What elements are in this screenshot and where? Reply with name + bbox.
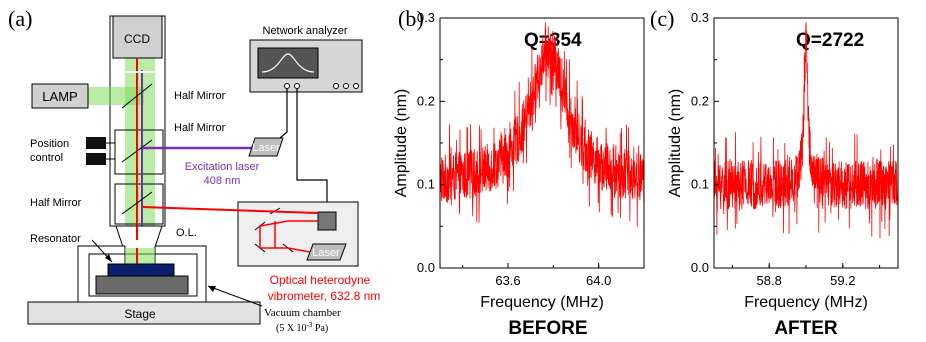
excitation-label-2: 408 nm [204, 175, 241, 187]
setup-diagram: (a) CCD LAMP Position control [8, 6, 380, 334]
excitation-label-1: Excitation laser [185, 161, 260, 173]
vacuum-pointer [207, 285, 263, 307]
y-tick-label-after: 0.3 [691, 10, 709, 25]
x-tick-label-before: 63.6 [495, 273, 520, 288]
ccd-camera [112, 15, 163, 59]
heterodyne-label-1: Optical heterodyne [270, 273, 371, 287]
mirror-housing-lower [114, 183, 164, 225]
y-tick-label-after: 0.0 [691, 260, 709, 275]
position-control-knob-1 [86, 137, 106, 149]
y-tick-label-before: 0.1 [417, 177, 435, 192]
probe-laser-source [306, 243, 347, 261]
sample-mount [95, 275, 189, 295]
analyzer-port-2 [294, 83, 300, 89]
laser-top-label: Laser [252, 142, 280, 154]
x-tick-label-before: 64.0 [586, 273, 611, 288]
analyzer-port-4 [343, 83, 349, 89]
chart-after: (c) Q=2722 AFTER 0.0 0.1 0.2 0.3 58.8 59.2 Fre… [650, 6, 899, 339]
excitation-laser-source [248, 137, 284, 157]
half-mirror-3 [121, 191, 153, 215]
cable-analyzer-laser [279, 89, 288, 139]
network-analyzer-screen [257, 47, 319, 79]
laser-bottom-label: Laser [312, 247, 340, 259]
stage-label: Stage [124, 307, 156, 321]
position-control-label-2: control [30, 152, 63, 164]
series-line-before [439, 22, 645, 227]
plot-frame-after [713, 17, 899, 269]
y-tick-label-before: 0.3 [417, 10, 435, 25]
resonance-trace-icon [261, 53, 315, 73]
y-tick-label-before: 0.2 [417, 93, 435, 108]
lamp [31, 83, 89, 109]
network-analyzer-label: Network analyzer [263, 25, 348, 37]
series-line-after [713, 22, 899, 239]
panel-c-label: (c) [650, 6, 674, 31]
chart-before: (b) Q=354 BEFORE 0.00.10.20.363.6 64.0Fre… [393, 6, 645, 339]
y-axis-label-before: Amplitude (nm) [393, 89, 410, 197]
x-tick-label-after: 58.8 [757, 273, 782, 288]
interferometer-beam-path [259, 220, 318, 253]
illumination-beam [125, 40, 155, 260]
photodetector [317, 211, 337, 231]
caption-after: AFTER [774, 318, 838, 339]
vacuum-label-1: Vacuum chamber [264, 307, 341, 319]
resonator [107, 263, 175, 277]
cable-analyzer-detector [296, 89, 328, 212]
probe-laser-beam [141, 206, 319, 214]
position-control-label-1: Position [30, 138, 69, 150]
panel-a-label: (a) [8, 6, 32, 31]
y-tick-label-after: 0.2 [691, 93, 709, 108]
half-mirror-label-1: Half Mirror [174, 90, 226, 102]
heterodyne-label-2: vibrometer, 632.8 nm [268, 289, 381, 303]
y-tick-label-after: 0.1 [691, 177, 709, 192]
analyzer-port-3 [333, 83, 339, 89]
caption-before: BEFORE [508, 318, 587, 339]
stage [27, 301, 261, 325]
x-axis-label-before: Frequency (MHz) [480, 294, 604, 311]
q-label-after: Q=2722 [796, 30, 864, 51]
lamp-label: LAMP [42, 89, 77, 104]
analyzer-port-1 [284, 83, 290, 89]
panel-b-label: (b) [398, 6, 424, 31]
analyzer-port-5 [353, 83, 359, 89]
objective-lens-label: O.L. [176, 227, 197, 239]
resonator-label: Resonator [30, 233, 81, 245]
mirror-housing-upper [114, 129, 164, 175]
vacuum-label-2: (5 X 10-3 Pa) [276, 321, 328, 334]
half-mirror-label-2: Half Mirror [174, 122, 226, 134]
ccd-label: CCD [124, 32, 150, 46]
position-control-knob-2 [86, 153, 106, 165]
half-mirror-label-3: Half Mirror [30, 197, 82, 209]
y-axis-label-after: Amplitude (nm) [667, 89, 684, 197]
x-axis-label-after: Frequency (MHz) [744, 294, 868, 311]
half-mirror-1 [121, 83, 153, 109]
y-tick-label-before: 0.0 [417, 260, 435, 275]
half-mirror-2 [121, 139, 153, 163]
x-tick-label-after: 59.2 [830, 273, 855, 288]
